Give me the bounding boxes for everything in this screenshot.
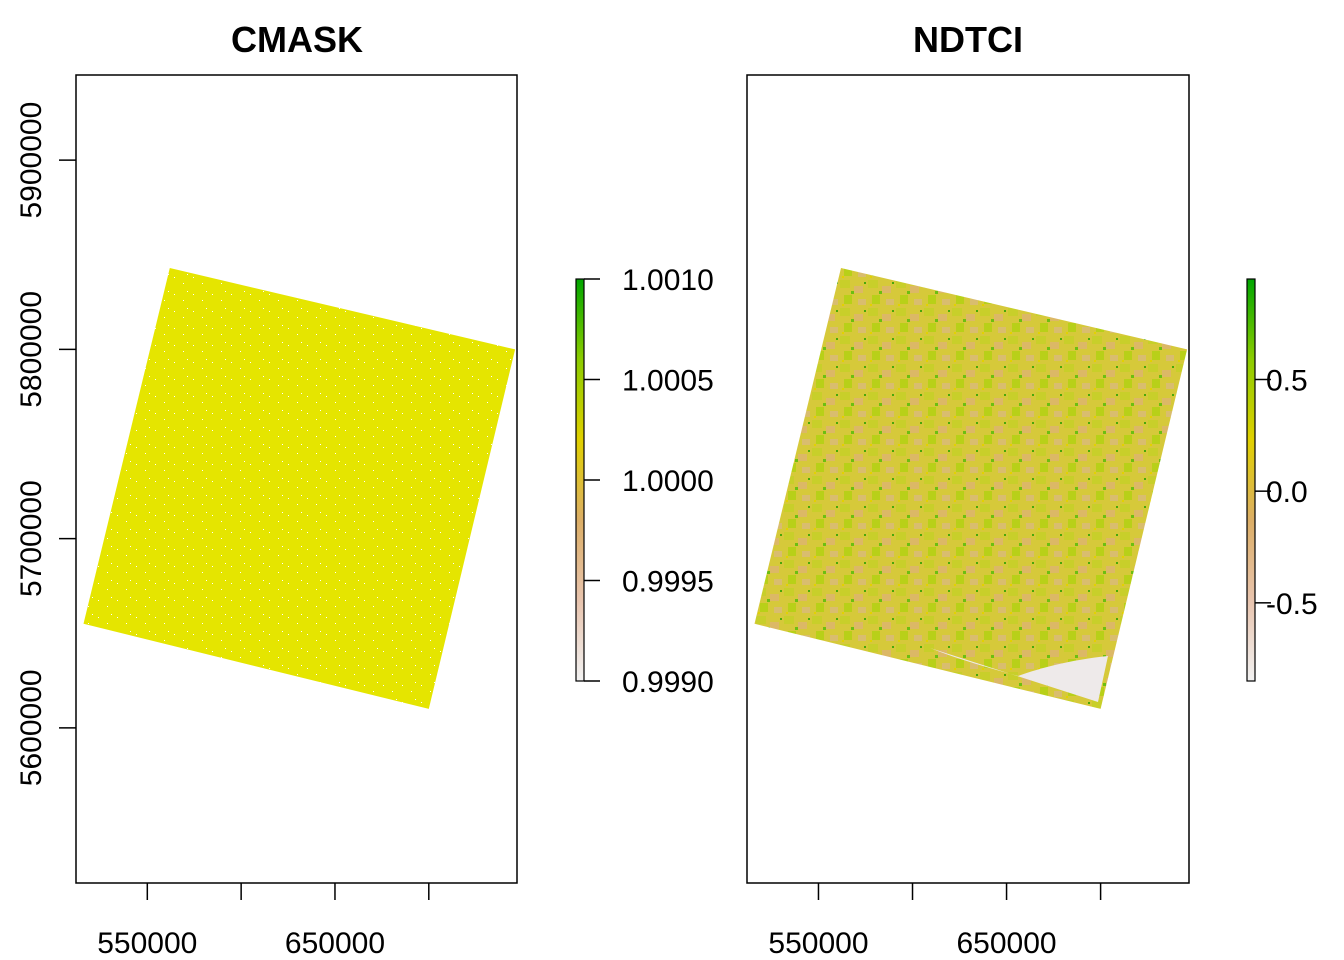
legend-tick-label: 0.9990 — [622, 666, 714, 699]
panel-title-cmask: CMASK — [231, 19, 363, 60]
panel-title-ndtci: NDTCI — [913, 19, 1023, 60]
x-tick-label: 650000 — [957, 927, 1057, 960]
ndtci-raster — [754, 268, 1188, 709]
y-tick-label: 5800000 — [15, 291, 48, 408]
legend-tick-label: 1.0010 — [622, 264, 714, 297]
legend-cmask: 0.9990 0.9995 1.0000 1.0005 1.0010 — [575, 264, 714, 699]
y-axis-cmask: 5600000 5700000 5800000 5900000 — [15, 102, 76, 786]
panel-ndtci: NDTCI 550000 650000 -0.5 0.0 0.5 — [746, 19, 1318, 960]
legend-tick-label: -0.5 — [1266, 588, 1318, 621]
legend-tick-label: 1.0005 — [622, 365, 714, 398]
legend-colorbar — [1246, 278, 1256, 682]
legend-tick-label: 0.0 — [1266, 476, 1308, 509]
x-tick-label: 550000 — [768, 927, 868, 960]
y-tick-label: 5600000 — [15, 669, 48, 786]
ndtci-water-region — [930, 648, 1108, 702]
y-tick-label: 5700000 — [15, 480, 48, 597]
x-tick-label: 650000 — [285, 927, 385, 960]
legend-ndtci: -0.5 0.0 0.5 — [1246, 278, 1318, 682]
legend-tick-label: 1.0000 — [622, 465, 714, 498]
legend-tick-label: 0.5 — [1266, 365, 1308, 398]
x-tick-label: 550000 — [97, 927, 197, 960]
x-axis-cmask: 550000 650000 — [97, 883, 430, 960]
legend-tick-label: 0.9995 — [622, 566, 714, 599]
cmask-raster — [83, 268, 516, 709]
panel-cmask: CMASK 550000 650000 5600000 5700000 5800000… — [15, 19, 714, 960]
plot-box-ndtci — [746, 74, 1190, 884]
x-axis-ndtci: 550000 650000 — [768, 883, 1102, 960]
y-tick-label: 5900000 — [15, 102, 48, 219]
legend-colorbar — [575, 278, 585, 682]
plot-box-cmask — [75, 74, 518, 884]
